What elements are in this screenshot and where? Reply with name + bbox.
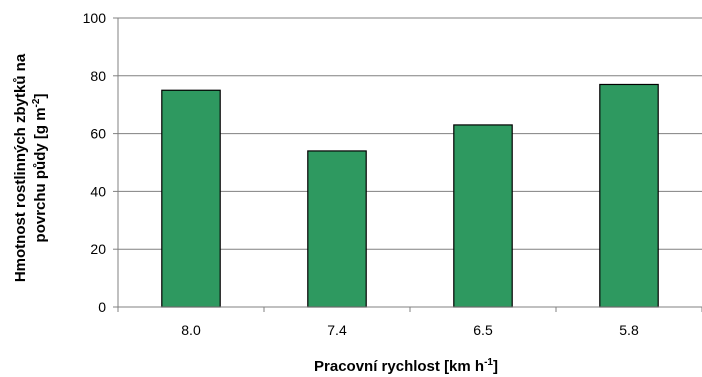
y-tick-label: 100 — [83, 10, 107, 26]
y-tick-label: 40 — [90, 183, 106, 199]
x-axis-title-sup: -1 — [484, 357, 493, 368]
y-tick-label: 20 — [90, 241, 106, 257]
bar-6.5 — [453, 124, 513, 308]
x-tick-label: 5.8 — [619, 322, 639, 338]
x-axis-title: Pracovní rychlost [km h-1] — [314, 357, 498, 375]
y-axis-title-line2-end: ] — [32, 94, 49, 99]
x-axis-title-end: ] — [493, 358, 498, 375]
y-axis-title-line2: povrchu půdy [g m-2] — [31, 94, 49, 243]
y-tick-labels: 0 20 40 60 80 100 — [83, 10, 107, 315]
x-tick-label: 7.4 — [327, 322, 347, 338]
x-tick-labels: 8.0 7.4 6.5 5.8 — [181, 322, 639, 338]
axes — [117, 18, 702, 308]
y-tick-label: 80 — [90, 68, 106, 84]
x-tick-label: 6.5 — [473, 322, 493, 338]
x-tick-label: 8.0 — [181, 322, 201, 338]
bar-8.0 — [161, 89, 221, 308]
y-axis-title-line2-sup: -2 — [31, 98, 42, 107]
y-tick-label: 0 — [98, 299, 106, 315]
y-axis-title-line2-main: povrchu půdy [g m — [32, 107, 49, 242]
y-axis-title-line1: Hmotnost rostlinných zbytků na — [12, 53, 29, 282]
x-axis-title-main: Pracovní rychlost [km h — [314, 358, 484, 375]
bar-7.4 — [307, 150, 367, 308]
y-tick-label: 60 — [90, 126, 106, 142]
bar-5.8 — [599, 83, 659, 308]
bars — [117, 83, 702, 312]
